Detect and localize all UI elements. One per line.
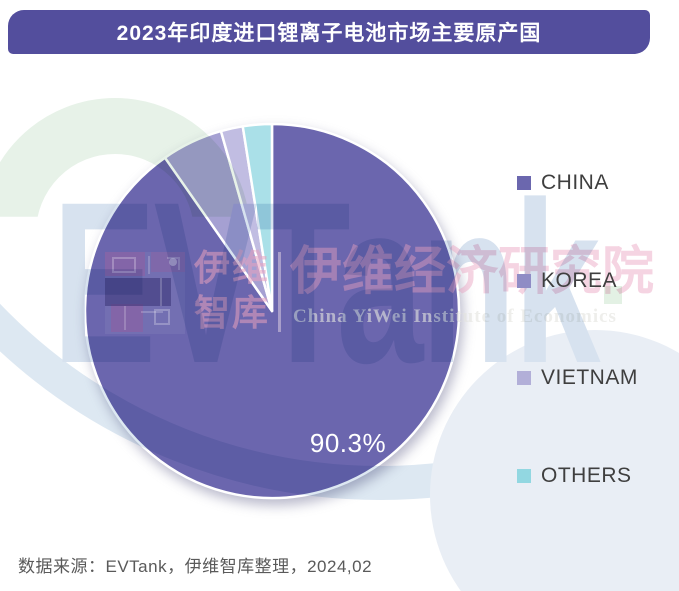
legend-item-vietnam: VIETNAM <box>517 364 638 392</box>
chart-title: 2023年印度进口锂离子电池市场主要原产国 <box>116 22 542 45</box>
legend-label-korea: KOREA <box>541 269 618 292</box>
legend-label-others: OTHERS <box>541 464 632 487</box>
legend-swatch-vietnam <box>517 371 531 385</box>
legend-item-china: CHINA <box>517 169 609 197</box>
legend-label-vietnam: VIETNAM <box>541 366 638 389</box>
chart-title-banner: 2023年印度进口锂离子电池市场主要原产国 <box>8 10 650 54</box>
pie-data-label-china: 90.3% <box>309 428 387 458</box>
legend-item-korea: KOREA <box>517 267 617 295</box>
legend-swatch-china <box>517 176 531 190</box>
legend-swatch-korea <box>517 274 531 288</box>
legend-item-others: OTHERS <box>517 462 632 490</box>
source-note: 数据来源：EVTank，伊维智库整理，2024,02 <box>18 557 373 576</box>
legend-label-china: CHINA <box>541 171 609 194</box>
legend-swatch-others <box>517 469 531 483</box>
